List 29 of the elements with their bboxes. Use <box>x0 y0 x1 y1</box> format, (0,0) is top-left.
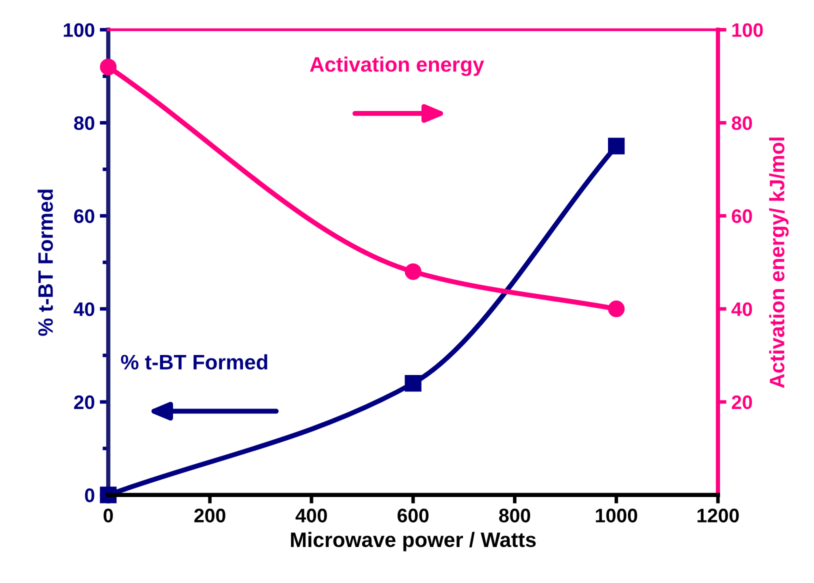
y2-tick-label: 60 <box>732 209 752 224</box>
x-tick-label: 800 <box>499 508 530 522</box>
y-tick-label: 20 <box>74 395 94 410</box>
annotation: % t-BT Formed <box>120 354 268 370</box>
point <box>404 374 422 392</box>
y2-tick-label: 40 <box>731 302 752 316</box>
x-tick-label: 0 <box>104 508 113 522</box>
y-tick-label: 40 <box>74 302 94 316</box>
point <box>608 138 625 154</box>
y2-tick-label: 80 <box>732 116 752 130</box>
y-tick-label: 60 <box>74 209 94 224</box>
point <box>404 263 422 280</box>
y-tick-label: 80 <box>74 116 94 130</box>
y-axis-title: % t-BT Formed <box>38 190 53 336</box>
x-tick-label: 1000 <box>596 508 638 522</box>
point <box>608 300 625 318</box>
y2-tick-label: 100 <box>732 23 763 37</box>
y-tick-label: 0 <box>85 488 94 502</box>
y2-axis-title: Activation energy/ kJ/mol <box>769 138 789 388</box>
x-tick-label: 400 <box>296 508 327 522</box>
point <box>100 58 117 76</box>
x-tick-label: 200 <box>194 508 226 522</box>
x-axis-title: Microwave power / Watts <box>291 532 536 552</box>
annotation: Activation energy <box>310 56 484 76</box>
x-tick-label: 600 <box>398 508 429 522</box>
x-tick-label: 1200 <box>698 508 739 522</box>
y-tick-label: 100 <box>64 23 94 37</box>
point <box>100 486 117 504</box>
y2-tick-label: 20 <box>732 395 752 410</box>
